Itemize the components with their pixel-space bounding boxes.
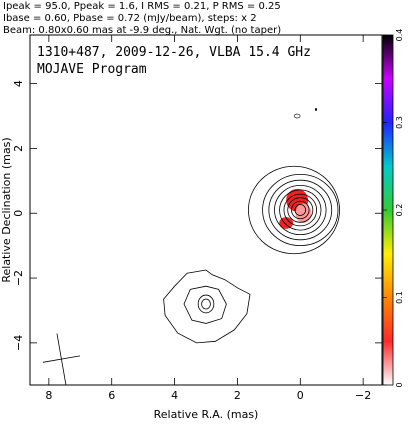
beam-minor-axis [42,355,81,363]
y-tick-label: −4 [12,335,25,351]
core-contour [294,204,307,216]
knot-contour-outer [163,269,251,344]
noise-contour [293,113,301,119]
x-axis: 8 6 4 2 0 −2 [45,35,371,402]
header-line-3: Beam: 0.80x0.60 mas at -9.9 deg., Nat. W… [3,25,281,36]
core-contour [279,189,322,231]
y-axis: −4 −2 0 2 4 [12,80,382,351]
x-tick-label: 8 [45,389,52,402]
colorbar-tick-label: 0 [395,382,404,387]
colorbar-tick-label: 0.4 [395,29,404,42]
x-tick-label: 2 [234,389,241,402]
y-tick-label: 4 [12,80,25,87]
header-line-2: Ibase = 0.60, Pbase = 0.72 (mJy/beam), s… [3,13,257,24]
colorbar-tick-label: 0.2 [395,204,404,217]
knot-contour-inner [197,294,215,314]
x-tick-label: −2 [355,389,371,402]
knot-contour-mid [183,285,227,324]
noise-dot [315,108,317,112]
core-contour [248,165,340,255]
chart-subtitle: MOJAVE Program [37,62,147,77]
x-tick-label: 4 [171,389,178,402]
x-axis-label: Relative R.A. (mas) [154,408,259,421]
core-contour [268,179,333,241]
core-contour [287,197,314,223]
x-tick-label: 6 [108,389,115,402]
core-contour [283,193,318,227]
y-tick-label: −2 [12,270,25,286]
knot-contour-inner [201,298,211,310]
colorbar-tick-label: 0.1 [395,291,404,304]
plot-frame [29,34,383,386]
core-contour [274,184,327,236]
chart-title: 1310+487, 2009-12-26, VLBA 15.4 GHz [37,45,311,60]
colorbar-tick-label: 0.3 [395,116,404,129]
core-contour [291,200,310,220]
polarization-patch [295,203,312,223]
y-tick-label: 0 [12,210,25,217]
plot-area [42,108,340,385]
core-contour [262,173,339,247]
x-tick-label: 0 [297,389,304,402]
header-line-1: Ipeak = 95.0, Ppeak = 1.6, I RMS = 0.21,… [3,1,281,12]
y-axis-label: Relative Declination (mas) [0,137,13,282]
y-tick-label: 2 [12,145,25,152]
colorbar-ticks: 0 0.1 0.2 0.3 0.4 [383,29,404,388]
